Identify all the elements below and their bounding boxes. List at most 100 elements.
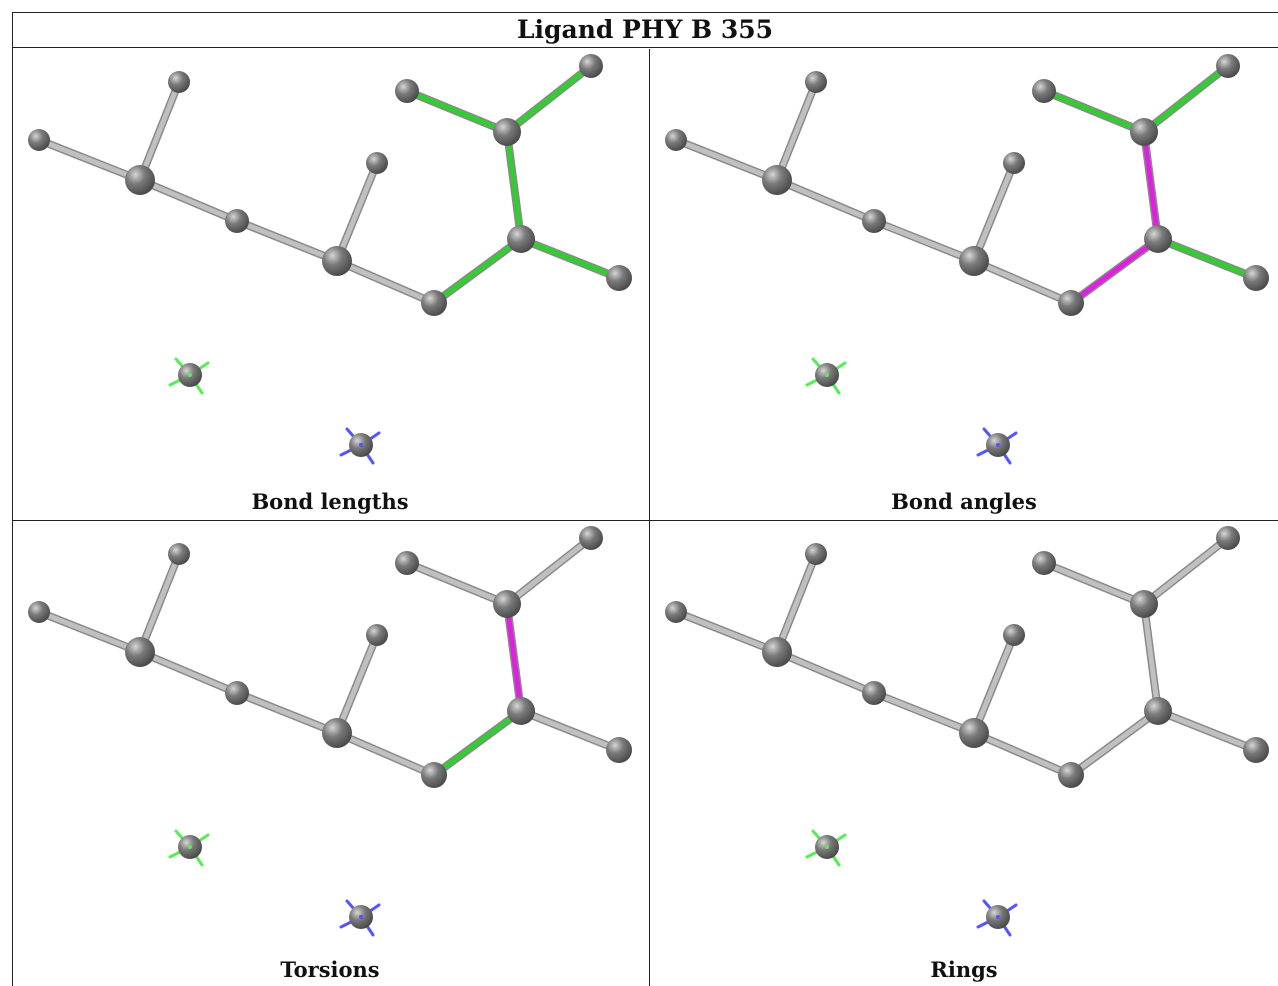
atom — [322, 718, 352, 748]
table-frame — [12, 12, 1278, 986]
atom — [762, 165, 792, 195]
panel-caption: Bond angles — [891, 489, 1037, 514]
atom — [168, 543, 190, 565]
bond — [1041, 560, 1147, 607]
column-divider — [649, 49, 650, 986]
highlighted-bond — [518, 236, 622, 281]
bond — [971, 730, 1074, 778]
highlighted-bond — [504, 129, 524, 242]
atom — [805, 71, 827, 93]
atom — [1216, 54, 1240, 78]
highlighted-bond — [404, 88, 510, 135]
atom — [125, 637, 155, 667]
panel-torsions: Torsions — [13, 521, 647, 986]
atom — [395, 79, 419, 103]
atom — [1216, 526, 1240, 550]
panel-bond-angles: Bond angles — [650, 49, 1278, 517]
atom — [366, 152, 388, 174]
atom — [1144, 225, 1172, 253]
bond — [234, 218, 340, 264]
atom — [421, 290, 447, 316]
bond — [871, 218, 977, 264]
atom — [366, 624, 388, 646]
bond — [36, 609, 143, 655]
bond — [137, 79, 182, 183]
bond — [673, 609, 780, 655]
ion-blue — [339, 427, 381, 465]
page-title: Ligand PHY B 355 — [12, 12, 1278, 48]
atom — [1243, 265, 1269, 291]
bond — [36, 137, 143, 183]
atom — [1243, 737, 1269, 763]
atom — [959, 246, 989, 276]
row-divider — [12, 520, 1278, 521]
bond — [137, 649, 240, 696]
highlighted-bond — [1155, 236, 1259, 281]
atom — [28, 129, 50, 151]
highlighted-bond — [1068, 236, 1161, 306]
atom — [1032, 79, 1056, 103]
atom — [606, 737, 632, 763]
highlighted-bond — [1141, 129, 1161, 242]
atom — [168, 71, 190, 93]
atom — [579, 526, 603, 550]
bond — [774, 551, 819, 655]
atom — [805, 543, 827, 565]
ion-blue — [976, 899, 1018, 937]
atom — [606, 265, 632, 291]
bond — [774, 79, 819, 183]
atom — [493, 590, 521, 618]
atom — [225, 681, 249, 705]
molecule-view — [665, 526, 1269, 937]
ion-green — [168, 829, 210, 867]
bond — [1155, 708, 1259, 753]
bond — [1068, 708, 1161, 778]
highlighted-bond — [1141, 63, 1231, 135]
bond — [774, 177, 877, 224]
atom — [322, 246, 352, 276]
highlighted-bond — [1041, 88, 1147, 135]
atom — [959, 718, 989, 748]
bond — [334, 632, 380, 736]
atom — [507, 697, 535, 725]
ion-green — [168, 357, 210, 395]
highlighted-bond — [431, 236, 524, 306]
panel-caption: Rings — [930, 957, 998, 982]
highlighted-bond — [504, 63, 594, 135]
panel-rings: Rings — [650, 521, 1278, 986]
atom — [862, 681, 886, 705]
bond — [334, 258, 437, 306]
bond — [334, 160, 380, 264]
atom — [421, 762, 447, 788]
bond — [1141, 601, 1161, 714]
bond — [971, 258, 1074, 306]
ion-green — [805, 829, 847, 867]
atom — [665, 601, 687, 623]
bond — [404, 560, 510, 607]
atom — [125, 165, 155, 195]
bond — [137, 177, 240, 224]
molecule-view — [28, 54, 632, 465]
atom — [1144, 697, 1172, 725]
atom — [225, 209, 249, 233]
atom — [1058, 762, 1084, 788]
bond — [774, 649, 877, 696]
panel-bond-lengths: Bond lengths — [13, 49, 647, 517]
panel-caption: Torsions — [280, 957, 380, 982]
bond — [234, 690, 340, 736]
molecule-view — [665, 54, 1269, 465]
highlighted-bond — [504, 601, 524, 714]
atom — [28, 601, 50, 623]
atom — [862, 209, 886, 233]
atom — [1003, 152, 1025, 174]
highlighted-bond — [431, 708, 524, 778]
atom — [1003, 624, 1025, 646]
atom — [1130, 118, 1158, 146]
atom — [579, 54, 603, 78]
atom — [1058, 290, 1084, 316]
bond — [137, 551, 182, 655]
bond — [334, 730, 437, 778]
atom — [665, 129, 687, 151]
atom — [493, 118, 521, 146]
bond — [518, 708, 622, 753]
